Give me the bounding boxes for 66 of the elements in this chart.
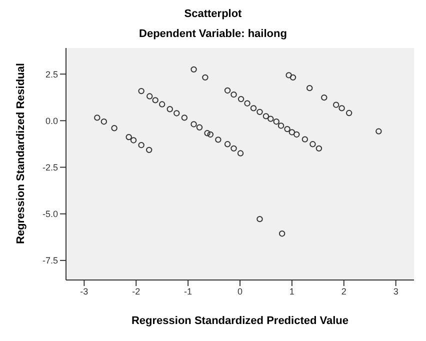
point xyxy=(302,136,308,142)
point xyxy=(338,105,345,112)
point xyxy=(244,100,250,106)
point xyxy=(138,88,144,94)
point xyxy=(250,105,257,112)
point xyxy=(146,93,153,100)
point xyxy=(230,91,237,98)
point xyxy=(224,87,231,94)
point xyxy=(306,84,313,92)
chart-subtitle: Dependent Variable: hailong xyxy=(138,28,288,40)
point xyxy=(256,216,263,222)
point xyxy=(237,150,244,156)
point xyxy=(130,137,137,144)
point xyxy=(286,72,292,78)
x-tick-label: 1 xyxy=(289,286,294,296)
point xyxy=(288,129,296,136)
point xyxy=(100,118,108,125)
point xyxy=(202,74,208,81)
point xyxy=(190,66,197,73)
point xyxy=(273,118,280,125)
x-tick-label: -2 xyxy=(132,286,140,296)
point xyxy=(376,128,382,134)
point xyxy=(166,106,173,112)
point xyxy=(126,134,132,140)
point xyxy=(256,108,263,116)
point xyxy=(94,114,100,121)
point xyxy=(278,230,286,237)
y-axis-title: Regression Standardized Residual xyxy=(14,63,27,244)
point xyxy=(310,141,316,148)
y-tick-label: -2.5 xyxy=(42,162,58,172)
point xyxy=(290,74,296,81)
point xyxy=(204,130,210,136)
point xyxy=(332,102,340,108)
point xyxy=(346,110,352,116)
y-tick-label: -5.0 xyxy=(42,209,58,220)
y-tick-label: -7.5 xyxy=(42,256,58,266)
point xyxy=(190,121,197,128)
point xyxy=(224,141,231,148)
point xyxy=(230,145,237,152)
x-tick-label: 0 xyxy=(237,286,243,296)
point xyxy=(196,124,203,130)
x-tick-label: -3 xyxy=(80,286,88,296)
point xyxy=(321,94,328,101)
y-tick-label: 2.5 xyxy=(45,69,58,80)
x-axis-title: Regression Standardized Predicted Value xyxy=(131,314,349,327)
point xyxy=(152,97,158,104)
x-tick-label: -1 xyxy=(184,286,192,296)
point xyxy=(138,142,144,148)
point xyxy=(207,131,214,138)
point xyxy=(278,122,284,129)
point xyxy=(146,146,152,154)
x-tick-label: 3 xyxy=(393,286,398,296)
point xyxy=(111,125,118,132)
point xyxy=(284,126,290,132)
point xyxy=(215,136,222,143)
point xyxy=(238,96,244,102)
point xyxy=(158,101,166,108)
point xyxy=(262,113,270,120)
point xyxy=(268,116,274,122)
point xyxy=(316,145,322,152)
point xyxy=(174,110,180,116)
y-tick-label: 0.0 xyxy=(45,116,58,126)
chart-title: Scatterplot xyxy=(183,8,243,20)
x-tick-label: 2 xyxy=(341,286,346,296)
point xyxy=(294,131,300,138)
point xyxy=(181,114,188,121)
